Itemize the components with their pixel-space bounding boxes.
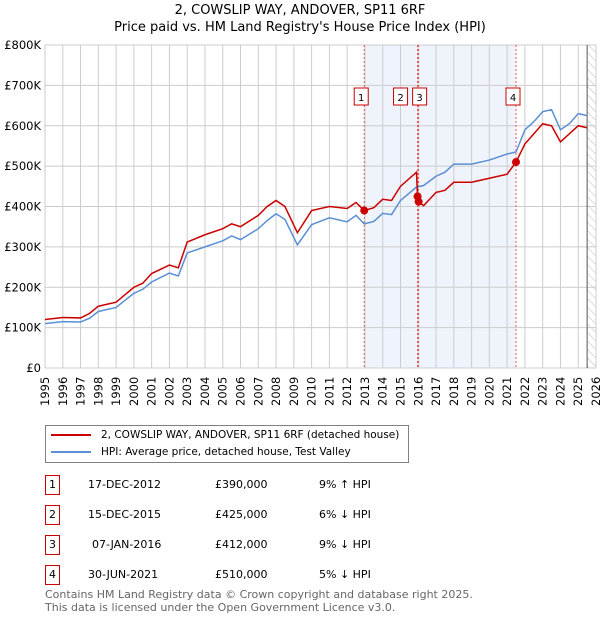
price-chart: 1995 1996 1997 1998 1999 2000 2001 2002 2003 2004…: [4, 38, 600, 406]
x-tick-label: 2024: [553, 377, 567, 406]
y-tick-label: £400K: [4, 200, 41, 214]
sale-hpi-diff: 9% ↑ HPI: [319, 478, 371, 491]
sale-marker-box: [412, 87, 428, 106]
x-tick-label: 2021: [500, 377, 514, 406]
sale-row: 4 30-JUN-2021 £510,000 5% ↓ HPI: [45, 565, 445, 585]
y-tick-label: £600K: [4, 119, 41, 133]
chart-title: 2, COWSLIP WAY, ANDOVER, SP11 6RF: [174, 3, 426, 18]
y-tick-label: £300K: [4, 240, 41, 254]
x-tick-label: 2017: [429, 377, 443, 406]
x-tick-label: 2014: [376, 377, 390, 406]
x-tick-label: 2005: [216, 377, 230, 406]
sale-point: [414, 197, 423, 206]
sale-number: 4: [45, 565, 60, 585]
x-tick-label: 2002: [162, 377, 176, 406]
sale-marker-box: [353, 87, 369, 106]
sale-price: £390,000: [215, 478, 268, 491]
chart-subtitle: Price paid vs. HM Land Registry's House …: [114, 20, 486, 35]
legend-swatch-blue: [51, 451, 91, 453]
sale-number: 3: [45, 535, 60, 555]
x-tick-label: 1996: [56, 377, 70, 406]
y-tick-label: £700K: [4, 78, 41, 92]
sale-hpi-diff: 9% ↓ HPI: [319, 538, 371, 551]
sale-marker-label: 3: [416, 93, 422, 104]
y-tick-label: £500K: [4, 159, 41, 173]
sale-date: 30-JUN-2021: [88, 568, 159, 581]
footer-line: This data is licensed under the Open Gov…: [45, 601, 396, 614]
x-tick-label: 2001: [145, 377, 159, 406]
x-tick-label: 2025: [571, 377, 585, 406]
x-tick-label: 2011: [322, 377, 336, 406]
x-tick-label: 2007: [251, 377, 265, 406]
x-tick-label: 2015: [393, 377, 407, 406]
sale-marker-label: 2: [397, 93, 403, 104]
sale-row: 1 17-DEC-2012 £390,000 9% ↑ HPI: [45, 475, 445, 495]
x-tick-label: 2003: [180, 377, 194, 406]
sale-point: [512, 158, 521, 167]
sale-date: 17-DEC-2012: [88, 478, 162, 491]
sale-point: [360, 206, 369, 215]
legend-swatch-red: [51, 434, 91, 436]
legend: 2, COWSLIP WAY, ANDOVER, SP11 6RF (detac…: [45, 425, 409, 463]
x-tick-label: 2013: [358, 377, 372, 406]
x-tick-label: 1997: [74, 377, 88, 406]
sale-marker-label: 4: [510, 93, 516, 104]
sale-marker-box: [505, 87, 521, 106]
x-tick-label: 2018: [447, 377, 461, 406]
sale-hpi-diff: 6% ↓ HPI: [319, 508, 371, 521]
x-tick-label: 2016: [411, 377, 425, 406]
x-tick-label: 2006: [234, 377, 248, 406]
x-tick-label: 1998: [91, 377, 105, 406]
x-tick-label: 2008: [269, 377, 283, 406]
x-tick-label: 2004: [198, 377, 212, 406]
x-tick-label: 1995: [38, 377, 52, 406]
sale-marker-label: 1: [358, 93, 364, 104]
sale-number: 1: [45, 475, 60, 495]
footer-line: Contains HM Land Registry data © Crown c…: [45, 588, 473, 601]
sale-number: 2: [45, 505, 60, 525]
x-tick-label: 2012: [340, 377, 354, 406]
sale-row: 3 07-JAN-2016 £412,000 9% ↓ HPI: [45, 535, 445, 555]
sale-hpi-diff: 5% ↓ HPI: [319, 568, 371, 581]
x-tick-label: 2019: [465, 377, 479, 406]
x-tick-label: 2009: [287, 377, 301, 406]
sale-price: £425,000: [215, 508, 268, 521]
x-tick-label: 2026: [589, 377, 600, 406]
y-tick-label: £100K: [4, 321, 41, 335]
footer: Contains HM Land Registry data © Crown c…: [45, 588, 473, 614]
sale-price: £412,000: [215, 538, 268, 551]
y-tick-label: £0: [26, 361, 41, 375]
y-tick-label: £800K: [4, 38, 41, 52]
series-line-hpi: [44, 108, 588, 325]
y-tick-label: £200K: [4, 280, 41, 294]
x-tick-label: 2022: [518, 377, 532, 406]
x-tick-label: 2000: [127, 377, 141, 406]
sale-date: 15-DEC-2015: [88, 508, 162, 521]
x-tick-label: 2010: [305, 377, 319, 406]
sale-marker-box: [393, 87, 409, 106]
sale-date: 07-JAN-2016: [92, 538, 162, 551]
x-tick-label: 1999: [109, 377, 123, 406]
sale-price: £510,000: [215, 568, 268, 581]
legend-label: 2, COWSLIP WAY, ANDOVER, SP11 6RF (detac…: [101, 429, 400, 441]
legend-label: HPI: Average price, detached house, Test…: [101, 446, 351, 458]
sale-row: 2 15-DEC-2015 £425,000 6% ↓ HPI: [45, 505, 445, 525]
x-tick-label: 2023: [536, 377, 550, 406]
x-tick-label: 2020: [482, 377, 496, 406]
